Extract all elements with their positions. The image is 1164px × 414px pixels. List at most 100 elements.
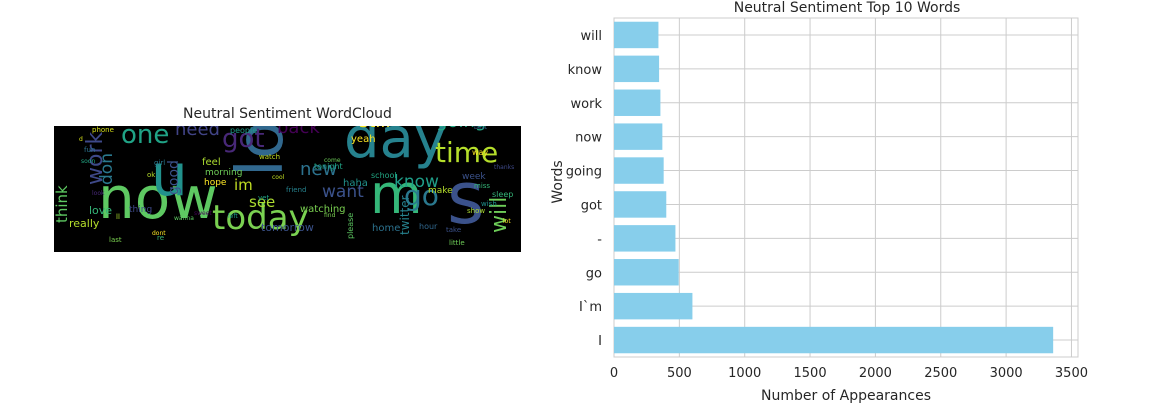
cloud-word: ok <box>147 171 156 179</box>
cloud-word: time <box>435 136 498 169</box>
cloud-word: go <box>404 179 439 212</box>
chart-title: Neutral Sentiment Top 10 Words <box>734 0 961 16</box>
bar-8 <box>614 259 679 286</box>
cloud-word: don <box>97 153 117 185</box>
cloud-word: make <box>428 186 453 196</box>
y-tick-label: know <box>568 63 603 78</box>
cloud-word: fun <box>84 146 95 154</box>
cloud-word: d <box>79 136 83 143</box>
y-tick-label: - <box>597 232 602 247</box>
cloud-word: morning <box>205 168 242 178</box>
cloud-word: watching <box>300 204 346 215</box>
cloud-word: good <box>166 160 182 195</box>
cloud-word: girl <box>154 159 165 167</box>
y-tick-label: go <box>586 266 602 281</box>
cloud-word: left <box>228 213 238 220</box>
wordcloud-panel: Neutral Sentiment WordCloud now lol s day m u… <box>54 105 521 253</box>
cloud-word: one <box>121 126 169 150</box>
cloud-word: need <box>175 126 220 140</box>
bar-10 <box>614 326 1054 354</box>
cloud-word: sweet <box>194 210 212 217</box>
y-axis-label: Words <box>550 160 566 203</box>
y-tick-label: I`m <box>579 300 602 315</box>
cloud-word: know <box>394 172 439 192</box>
cloud-word: re <box>157 234 164 242</box>
cloud-word: hope <box>204 178 227 188</box>
bar-6 <box>614 191 667 218</box>
cloud-word: friend <box>286 186 306 194</box>
x-tick-label: 0 <box>610 366 618 381</box>
cloud-word: day <box>344 126 447 171</box>
y-tick-label: will <box>581 29 602 44</box>
y-tick-label: I <box>598 334 602 349</box>
cloud-word: hour <box>419 222 438 231</box>
cloud-word: week <box>462 172 486 182</box>
cloud-word: home <box>372 223 400 234</box>
cloud-word: will <box>487 197 512 233</box>
cloud-word: see <box>249 193 275 211</box>
cloud-word: tonight <box>314 162 343 171</box>
cloud-word: now <box>98 164 218 232</box>
cloud-word: yet <box>258 194 269 202</box>
bar-4 <box>614 123 663 150</box>
cloud-word: feel <box>202 157 221 168</box>
cloud-word: new <box>300 159 337 180</box>
cloud-word: ll <box>116 213 120 221</box>
cloud-word: lol <box>224 126 298 177</box>
cloud-word: back <box>277 126 320 138</box>
cloud-word: soon <box>81 158 95 165</box>
cloud-word: really <box>69 217 100 230</box>
cloud-word: love <box>89 204 112 217</box>
cloud-word: wanna <box>174 215 194 222</box>
x-tick-label: 3500 <box>1055 366 1088 381</box>
cloud-word: twitter <box>398 195 412 235</box>
cloud-word: dont <box>152 230 166 237</box>
cloud-word: want <box>322 182 364 202</box>
bar-chart-panel: will know work now going got - go I`m I 0 500 1000 1… <box>540 0 1160 414</box>
cloud-word: haha <box>343 178 368 189</box>
cloud-word: m <box>370 163 423 226</box>
bar-5 <box>614 157 664 184</box>
cloud-word: thanks <box>494 164 514 171</box>
cloud-word: work <box>83 132 108 185</box>
y-tick-label: now <box>575 131 602 146</box>
bar-7 <box>614 225 676 252</box>
bar-1 <box>614 21 659 49</box>
x-tick-label: 2000 <box>859 366 892 381</box>
cloud-word: got <box>222 126 265 154</box>
cloud-word: lot <box>503 218 511 225</box>
cloud-word: thing <box>129 205 152 215</box>
x-tick-label: 1000 <box>728 366 761 381</box>
cloud-word: today <box>212 198 309 238</box>
cloud-word: look <box>92 190 105 197</box>
y-tick-label: work <box>571 97 603 112</box>
cloud-word: way <box>472 148 488 157</box>
grid-lines <box>613 17 1079 358</box>
cloud-word: miss <box>474 182 490 190</box>
cloud-word: take <box>446 226 461 234</box>
cloud-word: im <box>234 176 253 194</box>
cloud-word: best <box>474 126 488 131</box>
cloud-word: please <box>346 213 355 239</box>
cloud-word: yeah <box>351 134 376 145</box>
x-tick-labels: 0 500 1000 1500 2000 2500 3000 3500 <box>610 366 1088 381</box>
cloud-word: s <box>447 156 485 240</box>
x-tick-label: 500 <box>667 366 692 381</box>
x-axis-label: Number of Appearances <box>761 388 931 404</box>
cloud-word: last <box>109 236 122 244</box>
x-tick-label: 3000 <box>990 366 1023 381</box>
cloud-word: cool <box>272 174 285 181</box>
bar-2 <box>614 55 660 83</box>
wordcloud-title: Neutral Sentiment WordCloud <box>183 106 392 122</box>
cloud-word: phone <box>92 126 114 134</box>
cloud-word: show <box>467 207 485 215</box>
x-tick-label: 2500 <box>924 366 957 381</box>
y-tick-label: got <box>581 198 602 213</box>
cloud-word: going <box>436 126 486 132</box>
cloud-word: think <box>54 185 71 223</box>
y-tick-labels: will know work now going got - go I`m I <box>566 29 603 349</box>
bar-9 <box>614 292 693 320</box>
x-tick-label: 1500 <box>794 366 827 381</box>
